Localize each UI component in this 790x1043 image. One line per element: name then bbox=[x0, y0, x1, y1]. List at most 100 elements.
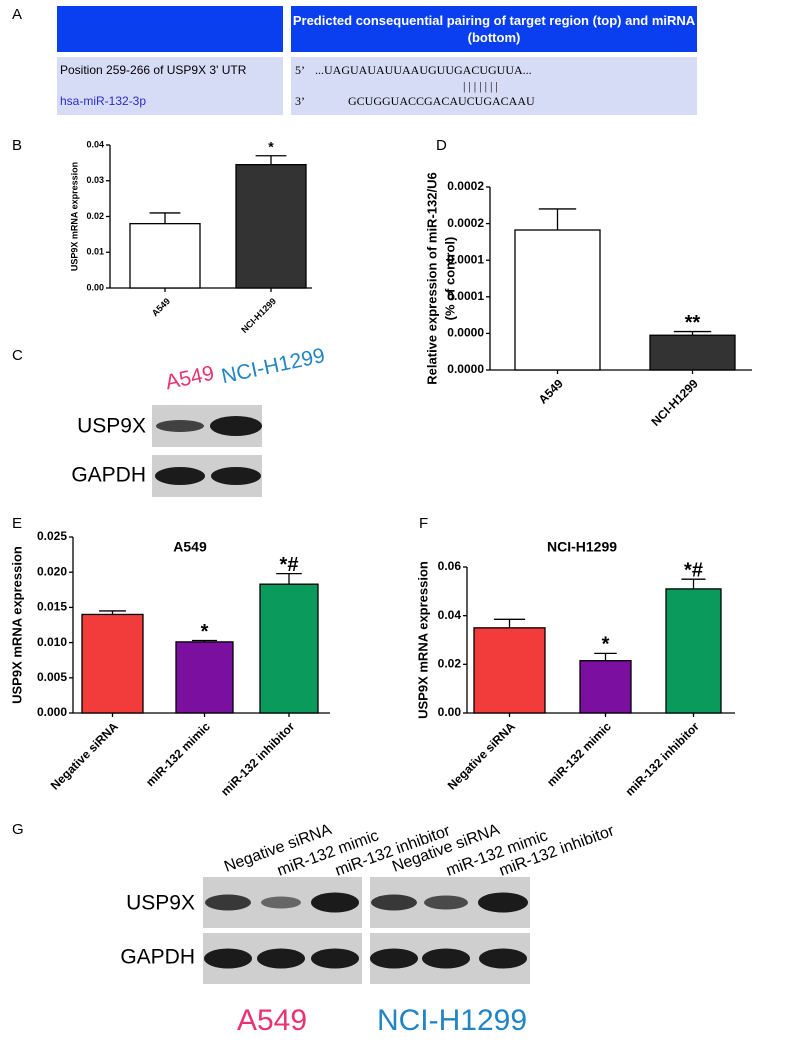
y-tick-label: 0.005 bbox=[37, 670, 67, 684]
x-tick-label: A549 bbox=[536, 376, 566, 406]
bar bbox=[473, 627, 546, 714]
y-axis-label: Relative expression of miR-132/U6 bbox=[424, 172, 439, 384]
band bbox=[204, 948, 252, 969]
panel-label: C bbox=[12, 347, 23, 364]
band bbox=[424, 895, 468, 910]
panel-label: G bbox=[12, 821, 24, 838]
y-axis-label: USP9X mRNA expression bbox=[69, 162, 79, 271]
band bbox=[371, 894, 417, 911]
cell-line-label: A549 bbox=[163, 362, 216, 395]
band bbox=[311, 892, 359, 913]
y-tick-label: 0.03 bbox=[86, 175, 104, 185]
y-tick-label: 0.01 bbox=[86, 247, 104, 257]
y-tick-label: 0.0002 bbox=[447, 179, 484, 193]
cell-line-label: A549 bbox=[237, 1004, 307, 1037]
mirna-sequence: GCUGGUACCGACAUCUGACAAU bbox=[348, 94, 535, 108]
protein-label: GAPDH bbox=[71, 464, 146, 487]
y-tick-label: 0.010 bbox=[37, 635, 67, 649]
target-sequence: ...UAGUAUAUUAAUGUUGACUGUUA... bbox=[315, 63, 532, 77]
target-end: 5’ bbox=[295, 63, 305, 77]
chart-title: NCI-H1299 bbox=[547, 539, 617, 555]
band bbox=[210, 416, 262, 436]
cell-line-label: NCI-H1299 bbox=[219, 344, 327, 388]
significance-mark: * bbox=[201, 621, 209, 643]
x-tick-label: Negative siRNA bbox=[445, 719, 518, 792]
panel-label: A bbox=[12, 6, 22, 23]
y-axis-label: USP9X mRNA expression bbox=[9, 546, 24, 704]
x-tick-label: NCI-H1299 bbox=[649, 376, 702, 429]
header-cell bbox=[57, 6, 283, 52]
header-cell bbox=[291, 6, 697, 52]
header-box: Predicted consequential pairing of targe… bbox=[292, 13, 696, 45]
panel-label: E bbox=[12, 515, 22, 532]
y-tick-label: 0.025 bbox=[37, 529, 67, 543]
y-tick-label: 0.06 bbox=[438, 559, 462, 573]
significance-mark: *# bbox=[684, 559, 703, 581]
bar bbox=[579, 660, 632, 714]
band bbox=[211, 467, 261, 485]
protein-label: GAPDH bbox=[120, 946, 195, 969]
y-tick-label: 0.0000 bbox=[447, 362, 484, 376]
y-tick-label: 0.02 bbox=[438, 657, 462, 671]
significance-mark: *# bbox=[280, 554, 299, 576]
x-tick-label: miR-132 inhibitor bbox=[623, 719, 702, 798]
cell-line-label: NCI-H1299 bbox=[377, 1004, 527, 1037]
y-tick-label: 0.04 bbox=[438, 608, 462, 622]
band bbox=[478, 892, 528, 913]
bar bbox=[235, 164, 307, 289]
y-tick-label: 0.0001 bbox=[447, 252, 484, 266]
target-label: Position 259-266 of USP9X 3' UTR bbox=[60, 63, 247, 77]
row-cell bbox=[57, 57, 283, 115]
x-tick-label: miR-132 inhibitor bbox=[218, 719, 297, 798]
band bbox=[370, 948, 418, 969]
panel-labels: A B C D E F G bbox=[12, 6, 447, 838]
panel-label: F bbox=[419, 515, 428, 532]
y-tick-label: 0.04 bbox=[86, 139, 104, 149]
x-tick-label: A549 bbox=[150, 296, 172, 318]
y-tick-label: 0.0002 bbox=[447, 216, 484, 230]
band bbox=[261, 896, 301, 909]
bar bbox=[129, 222, 201, 289]
protein-label: USP9X bbox=[77, 415, 146, 438]
mirna-label: hsa-miR-132-3p bbox=[60, 94, 146, 108]
mirna-end: 3’ bbox=[295, 94, 305, 108]
band bbox=[156, 420, 204, 432]
significance-mark: * bbox=[268, 138, 274, 154]
x-tick-label: NCI-H1299 bbox=[239, 296, 278, 335]
bar bbox=[649, 334, 736, 371]
band bbox=[479, 948, 527, 969]
y-tick-label: 0.02 bbox=[86, 211, 104, 221]
pairing: ||||||| bbox=[463, 79, 501, 93]
y-tick-label: 0.00 bbox=[438, 705, 462, 719]
y-tick-label: 0.0000 bbox=[447, 326, 484, 340]
y-axis-label: USP9X mRNA expression bbox=[415, 561, 430, 719]
band bbox=[155, 467, 205, 485]
y-tick-label: 0.0001 bbox=[447, 289, 484, 303]
significance-mark: * bbox=[602, 634, 610, 656]
y-axis-label: (% of control) bbox=[442, 237, 457, 321]
band bbox=[257, 948, 305, 969]
row-cell bbox=[291, 57, 697, 115]
table-header: Predicted consequential pairing of targe… bbox=[292, 13, 696, 45]
significance-mark: ** bbox=[685, 312, 701, 334]
x-tick-label: Negative siRNA bbox=[48, 719, 121, 792]
y-tick-label: 0.020 bbox=[37, 564, 67, 578]
band bbox=[205, 894, 251, 911]
panel-label: D bbox=[436, 137, 447, 154]
bar bbox=[514, 229, 601, 371]
bar bbox=[81, 613, 144, 714]
x-tick-label: miR-132 mimic bbox=[544, 719, 614, 789]
chart-title: A549 bbox=[173, 539, 207, 555]
y-tick-label: 0.015 bbox=[37, 600, 67, 614]
bar bbox=[259, 583, 319, 714]
band bbox=[311, 948, 359, 969]
y-tick-label: 0.00 bbox=[86, 282, 104, 292]
bar bbox=[665, 588, 722, 714]
panel-label: B bbox=[12, 137, 22, 154]
y-tick-label: 0.000 bbox=[37, 705, 67, 719]
x-tick-label: miR-132 mimic bbox=[143, 719, 213, 789]
band bbox=[422, 948, 470, 969]
protein-label: USP9X bbox=[126, 892, 195, 915]
bar bbox=[175, 641, 234, 714]
